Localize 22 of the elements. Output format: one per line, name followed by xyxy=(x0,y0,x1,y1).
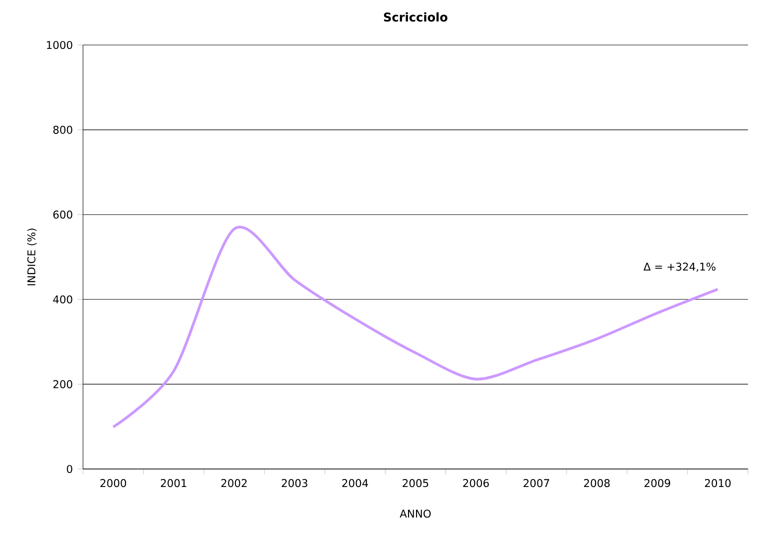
x-tick-label: 2008 xyxy=(584,479,610,488)
x-tick-label: 2006 xyxy=(463,479,489,488)
annotation: Δ = +324,1% xyxy=(644,262,716,272)
chart-title: Scricciolo xyxy=(384,12,448,22)
x-tick-label: 2002 xyxy=(221,479,247,488)
y-tick-label: 1000 xyxy=(46,40,72,50)
x-tick-label: 2004 xyxy=(342,479,368,488)
y-tick-label: 800 xyxy=(53,126,72,134)
x-tick-label: 2003 xyxy=(282,479,308,488)
x-tick-label: 2005 xyxy=(402,479,428,488)
x-tick-label: 2009 xyxy=(644,479,670,488)
y-axis-title: INDICE (%) xyxy=(27,228,37,286)
x-tick-label: 2001 xyxy=(160,479,186,488)
y-tick-label: 200 xyxy=(53,380,72,388)
y-tick-label: 600 xyxy=(53,210,72,219)
x-tick-label: 2007 xyxy=(524,479,550,488)
y-tick-label: 0 xyxy=(66,464,72,474)
y-tick-label: 400 xyxy=(53,295,72,304)
x-axis-title: ANNO xyxy=(400,510,431,518)
line-series xyxy=(112,226,720,428)
x-tick-label: 2000 xyxy=(100,479,126,488)
x-tick-label: 2010 xyxy=(704,479,731,488)
